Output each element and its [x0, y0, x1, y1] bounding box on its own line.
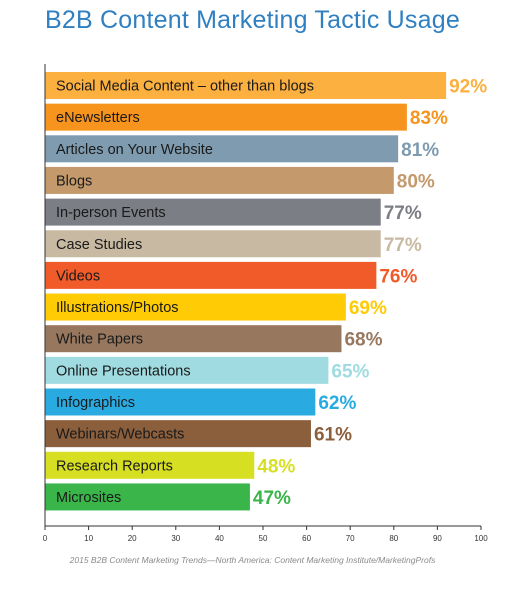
- bar-category-label: White Papers: [56, 332, 143, 348]
- bar: [45, 325, 342, 353]
- x-tick-label: 30: [171, 534, 180, 543]
- bar: [45, 293, 346, 321]
- bar: [45, 72, 447, 99]
- bar-value-label: 62%: [318, 393, 356, 414]
- bar: [45, 166, 394, 194]
- x-axis: 0 10 20 30 40 50 60 70 80 90 100: [43, 64, 488, 543]
- chart-title: B2B Content Marketing Tactic Usage: [45, 6, 460, 34]
- bar-category-label: Videos: [56, 268, 100, 284]
- bar: [45, 198, 381, 226]
- bar-category-label: Articles on Your Website: [56, 142, 213, 158]
- bar-value-label: 76%: [379, 266, 417, 287]
- bar-value-label: 61%: [314, 425, 352, 446]
- bar: [45, 103, 407, 131]
- x-tick-label: 90: [433, 534, 442, 543]
- source-note: 2015 B2B Content Marketing Trends—North …: [69, 555, 436, 565]
- x-tick-label: 0: [43, 534, 48, 543]
- bar: [45, 230, 381, 258]
- bar-value-label: 48%: [257, 456, 295, 477]
- x-tick-label: 20: [128, 534, 137, 543]
- bar: [45, 261, 377, 289]
- bar-value-label: 69%: [349, 298, 387, 319]
- bar-value-label: 83%: [410, 108, 448, 129]
- bar-category-label: eNewsletters: [56, 110, 140, 126]
- x-tick-label: 100: [474, 534, 488, 543]
- bars-layer: Social Media Content – other than blogs 9…: [45, 72, 487, 511]
- bar-category-label: Social Media Content – other than blogs: [56, 79, 314, 95]
- x-tick-label: 80: [389, 534, 398, 543]
- bar-value-label: 68%: [344, 330, 382, 351]
- bar-value-label: 81%: [401, 140, 439, 161]
- bar: [45, 388, 316, 416]
- bar-value-label: 80%: [397, 171, 435, 192]
- bar-value-label: 77%: [384, 235, 422, 256]
- bar-category-label: In-person Events: [56, 205, 166, 221]
- bar-value-label: 65%: [331, 361, 369, 382]
- bar-category-label: Research Reports: [56, 458, 173, 474]
- bar-category-label: Case Studies: [56, 237, 142, 253]
- x-tick-label: 60: [302, 534, 311, 543]
- bar-value-label: 47%: [253, 488, 291, 509]
- bar: [45, 483, 250, 511]
- bar: [45, 451, 255, 479]
- bar: [45, 356, 329, 384]
- bar-category-label: Online Presentations: [56, 363, 191, 379]
- bar-category-label: Blogs: [56, 173, 92, 189]
- bar-category-label: Infographics: [56, 395, 135, 411]
- x-tick-label: 40: [215, 534, 224, 543]
- x-tick-label: 70: [346, 534, 355, 543]
- bar: [45, 135, 399, 163]
- bar-category-label: Illustrations/Photos: [56, 300, 179, 316]
- x-tick-label: 10: [84, 534, 93, 543]
- bar-value-label: 77%: [384, 203, 422, 224]
- bar-category-label: Webinars/Webcasts: [56, 427, 184, 443]
- bar-category-label: Microsites: [56, 490, 121, 506]
- bar-value-label: 92%: [449, 77, 487, 98]
- bar: [45, 420, 311, 448]
- x-tick-label: 50: [259, 534, 268, 543]
